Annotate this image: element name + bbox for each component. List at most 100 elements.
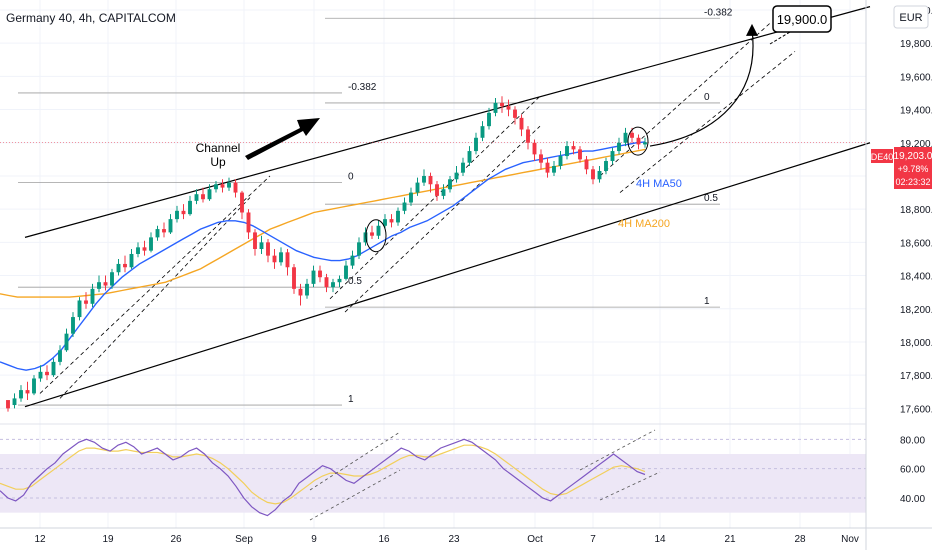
candle-body (227, 182, 231, 188)
channel-up-label-line2: Up (210, 155, 226, 169)
candle-body (636, 137, 641, 145)
fib-label: 1 (704, 296, 710, 307)
currency-label: EUR (899, 12, 922, 24)
target-label: 19,900.0 (777, 12, 828, 27)
candle-body (116, 263, 121, 273)
x-tick-label: 12 (34, 534, 46, 545)
fib-levels: -0.382 0 0.5 1 -0.382 0 0.5 1 (18, 7, 733, 406)
channel-lower-line (24, 142, 871, 408)
candle-body (58, 350, 62, 362)
rsi-layer (0, 429, 661, 521)
x-tick-label: 14 (654, 534, 666, 545)
candle-body (370, 232, 374, 236)
candle-body (207, 189, 212, 200)
candle-body (12, 398, 17, 406)
rsi-tick-label: 60.00 (900, 465, 925, 476)
candle-body (604, 161, 608, 171)
candle-body (305, 283, 309, 296)
candle-body (38, 371, 43, 379)
candle-body (129, 253, 134, 268)
candle-body (584, 159, 589, 170)
candle-body (558, 156, 563, 166)
candle-body (103, 282, 108, 286)
candle-body (292, 267, 296, 289)
candle-body (396, 210, 400, 223)
fib-label: 0.5 (704, 193, 718, 204)
y-tick-label: 17,800.0 (900, 371, 932, 382)
candle-body (389, 219, 394, 223)
candle-body (233, 182, 238, 193)
candle-body (415, 182, 420, 193)
candle-body (168, 219, 173, 233)
rsi-tick-label: 80.00 (900, 435, 925, 446)
candle-body (84, 300, 88, 304)
chart-title: Germany 40, 4h, CAPITALCOM (6, 11, 176, 25)
candle-body (448, 179, 452, 190)
candle-body (201, 194, 205, 200)
candle-body (552, 166, 556, 173)
candle-body (532, 142, 537, 155)
candle-body (90, 288, 95, 304)
candle-body (422, 175, 426, 183)
candle-body (480, 126, 485, 138)
x-tick-label: Nov (841, 534, 859, 545)
dashed-channel-line (39, 175, 271, 394)
rsi-channel-line (599, 471, 661, 501)
candle-body (181, 210, 186, 215)
fib-label: -0.382 (704, 7, 733, 18)
channel-up-label-line1: Channel (196, 141, 241, 155)
candle-body (363, 232, 368, 243)
candle-body (188, 200, 192, 215)
candle-body (357, 242, 361, 256)
candle-body (467, 151, 472, 163)
candle-body (324, 277, 329, 288)
dashed-channel-line (344, 125, 541, 313)
candle-body (526, 129, 530, 143)
candle-body (350, 255, 355, 266)
candle-body (175, 210, 179, 220)
candle-body (149, 237, 153, 251)
x-tick-label: Sep (235, 534, 253, 545)
candle-body (162, 229, 166, 233)
candle-body (402, 202, 407, 211)
breakout-circle (365, 219, 387, 253)
candle-body (500, 102, 504, 107)
candle-body (331, 282, 335, 288)
candle-body (32, 378, 36, 394)
rsi-tick-label: 40.00 (900, 494, 925, 505)
candle-body (376, 225, 381, 236)
candle-body (6, 400, 10, 409)
candle-body (610, 151, 615, 162)
fib-label: 0.5 (348, 276, 362, 287)
candle-body (565, 146, 569, 157)
symbol-tag (871, 149, 893, 163)
channel-upper-line (24, 6, 871, 238)
price-tag (894, 147, 932, 189)
candle-body (318, 270, 322, 278)
target-pointer (769, 31, 791, 45)
rsi-channel-line (309, 469, 401, 521)
candle-body (253, 232, 257, 249)
ma50-layer (0, 141, 646, 371)
candle-body (571, 146, 576, 150)
dashed-channel-line (619, 51, 796, 193)
candle-body (519, 117, 524, 130)
x-tick-label: 26 (170, 534, 182, 545)
candle-body (454, 172, 459, 180)
price-tag-value: 19,203.0 (894, 151, 932, 162)
ma50-label: 4H MA50 (636, 178, 682, 190)
fib-label: -0.382 (348, 82, 377, 93)
candle-body (194, 194, 199, 201)
candle-body (279, 252, 283, 263)
y-tick-label: 19,800.0 (900, 39, 932, 50)
candle-body (19, 390, 23, 399)
y-tick-label: 18,800.0 (900, 205, 932, 216)
ma200-line (0, 148, 646, 298)
currency-button[interactable] (893, 5, 929, 29)
candle-body (383, 219, 387, 226)
x-tick-label: Oct (527, 534, 543, 545)
candle-body (220, 184, 225, 188)
candle-body (285, 252, 290, 268)
dashed-channel-line (59, 197, 251, 399)
